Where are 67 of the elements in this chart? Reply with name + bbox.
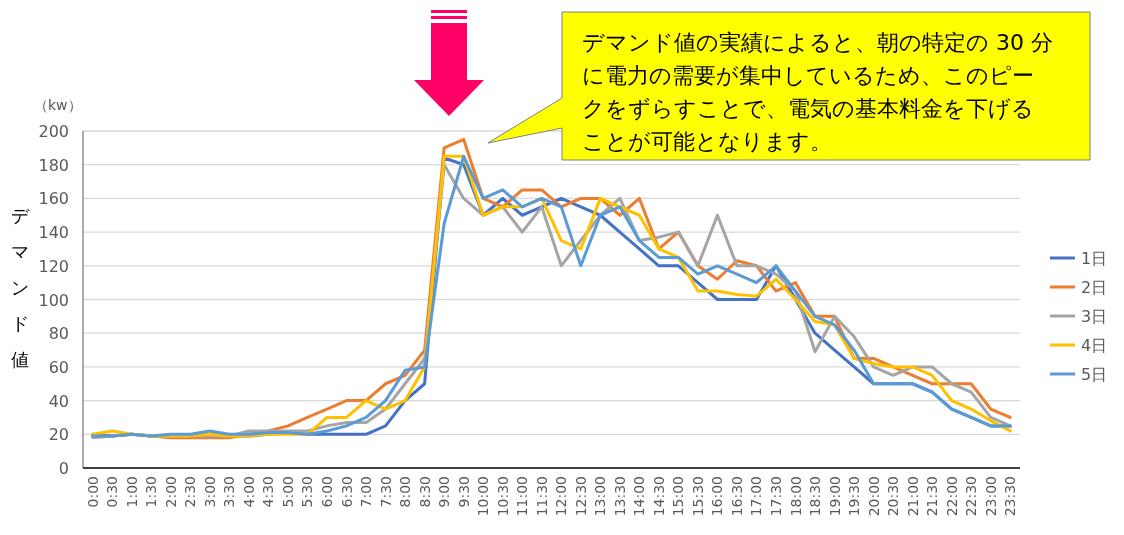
x-tick-label: 3:00 [201, 476, 218, 508]
x-tick-label: 10:30 [494, 476, 511, 517]
x-tick-label: 4:30 [260, 476, 277, 508]
y-tick-label: 80 [48, 324, 69, 344]
y-tick-label: 120 [38, 256, 69, 276]
x-tick-label: 17:00 [748, 476, 765, 517]
x-tick-label: 23:00 [982, 476, 999, 517]
y-tick-label: 20 [48, 425, 69, 445]
y-tick-label: 160 [38, 189, 69, 209]
x-tick-label: 0:00 [84, 476, 101, 508]
y-axis-title: デマンド値 [11, 205, 30, 370]
y-tick-label: 0 [58, 459, 69, 478]
x-tick-label: 17:30 [767, 476, 784, 517]
x-tick-label: 14:30 [650, 476, 667, 517]
x-tick-label: 5:00 [279, 476, 296, 508]
x-tick-label: 4:00 [240, 476, 257, 508]
x-tick-label: 20:00 [865, 476, 882, 517]
x-tick-label: 22:00 [943, 476, 960, 517]
x-tick-label: 15:30 [689, 476, 706, 517]
x-tick-label: 18:00 [787, 476, 804, 517]
y-tick-label: 40 [48, 391, 69, 411]
y-tick-label: 180 [38, 155, 69, 175]
x-tick-label: 10:00 [475, 476, 492, 517]
x-tick-label: 0:30 [104, 476, 121, 508]
x-tick-label: 19:00 [826, 476, 843, 517]
legend-label: 5日 [1081, 365, 1108, 384]
x-tick-label: 2:30 [182, 476, 199, 508]
x-tick-label: 12:30 [572, 476, 589, 517]
x-tick-label: 8:00 [397, 476, 414, 508]
x-tick-label: 21:30 [924, 476, 941, 517]
x-tick-label: 16:30 [728, 476, 745, 517]
x-tick-label: 8:30 [416, 476, 433, 508]
x-tick-label: 6:00 [319, 476, 336, 508]
x-tick-label: 15:00 [670, 476, 687, 517]
x-tick-label: 1:00 [123, 476, 140, 508]
text: （kw） [34, 97, 82, 113]
x-tick-label: 9:30 [455, 476, 472, 508]
x-tick-label: 11:00 [514, 476, 531, 517]
legend-label: 3日 [1081, 307, 1108, 326]
x-tick-label: 7:30 [377, 476, 394, 508]
legend-label: 2日 [1081, 278, 1108, 297]
x-tick-label: 5:30 [299, 476, 316, 508]
x-tick-label: 23:30 [1002, 476, 1019, 517]
x-tick-label: 9:00 [436, 476, 453, 508]
annotation: デマンド値の実績によると、朝の特定の 30 分に電力の需要が集中しているため、このピークをずらすことで、電気の基本料金を下げることが可能となります。 [582, 30, 1053, 154]
y-tick-label: 140 [38, 223, 69, 243]
x-tick-label: 11:30 [533, 476, 550, 517]
legend-label: 1日 [1081, 249, 1108, 268]
x-tick-label: 2:00 [162, 476, 179, 508]
x-tick-label: 20:30 [885, 476, 902, 517]
x-tick-label: 16:00 [709, 476, 726, 517]
x-tick-label: 13:00 [592, 476, 609, 517]
x-tick-label: 21:00 [904, 476, 921, 517]
y-tick-label: 100 [38, 290, 69, 310]
x-tick-label: 6:30 [338, 476, 355, 508]
x-tick-label: 12:00 [553, 476, 570, 517]
legend-label: 4日 [1081, 336, 1108, 355]
x-tick-label: 19:30 [846, 476, 863, 517]
x-tick-label: 7:00 [358, 476, 375, 508]
y-tick-label: 60 [48, 357, 69, 377]
x-tick-label: 14:00 [631, 476, 648, 517]
y-tick-label: 200 [38, 122, 69, 141]
x-tick-label: 1:30 [143, 476, 160, 508]
x-tick-label: 13:30 [611, 476, 628, 517]
x-tick-label: 3:30 [221, 476, 238, 508]
x-tick-label: 18:30 [807, 476, 824, 517]
x-tick-label: 22:30 [963, 476, 980, 517]
